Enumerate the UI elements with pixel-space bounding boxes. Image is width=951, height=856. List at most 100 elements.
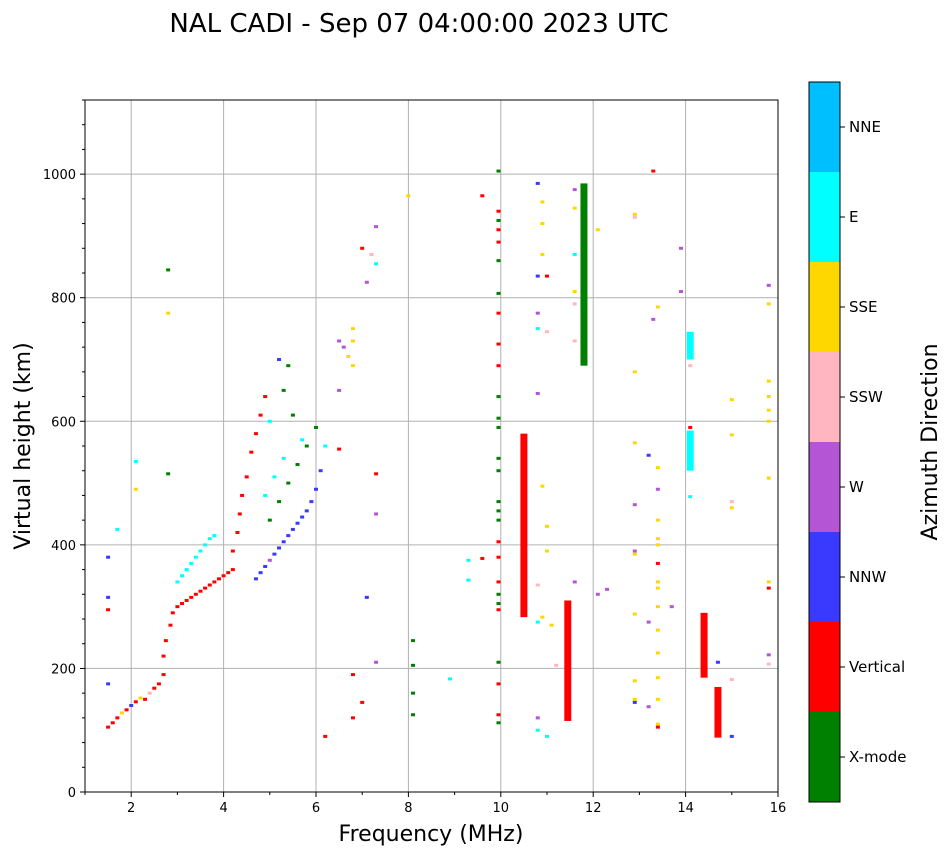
echo-point [655, 518, 660, 522]
echo-point [549, 623, 554, 627]
echo-point [115, 716, 120, 720]
echo-point [341, 345, 346, 349]
echo-point [143, 697, 148, 701]
echo-column [686, 331, 694, 360]
echo-column [686, 430, 694, 471]
colorbar-segment [809, 262, 840, 352]
echo-point [337, 339, 342, 343]
echo-point [350, 716, 355, 720]
echo-point [496, 456, 501, 460]
echo-point [281, 388, 286, 392]
echo-point [168, 623, 173, 627]
echo-point [632, 503, 637, 507]
echo-point [496, 500, 501, 504]
echo-point [253, 577, 258, 581]
echo-point [655, 305, 660, 309]
echo-point [766, 580, 771, 584]
echo-point [364, 595, 369, 599]
x-axis-label: Frequency (MHz) [339, 822, 524, 847]
echo-point [646, 705, 651, 709]
echo-point [411, 713, 416, 717]
echo-point [669, 605, 674, 609]
x-tick-label: 12 [585, 801, 602, 816]
echo-point [281, 456, 286, 460]
echo-point [655, 537, 660, 541]
echo-point [374, 512, 379, 516]
echo-point [106, 555, 111, 559]
echo-point [595, 228, 600, 232]
echo-point [253, 432, 258, 436]
colorbar-segment [809, 532, 840, 622]
echo-point [766, 476, 771, 480]
echo-point [496, 416, 501, 420]
echo-point [360, 246, 365, 250]
echo-point [535, 391, 540, 395]
echo-point [729, 506, 734, 510]
echo-point [272, 552, 277, 556]
y-tick-label: 200 [51, 662, 76, 677]
echo-point [212, 580, 217, 584]
echo-point [156, 682, 161, 686]
echo-point [263, 395, 268, 399]
echo-point [106, 682, 111, 686]
echo-point [655, 628, 660, 632]
echo-point [496, 580, 501, 584]
echo-point [263, 564, 268, 568]
echo-point [106, 595, 111, 599]
echo-point [688, 495, 693, 499]
x-tick-label: 6 [312, 801, 320, 816]
echo-point [263, 493, 268, 497]
echo-point [572, 580, 577, 584]
echo-point [715, 660, 720, 664]
echo-point [230, 549, 235, 553]
echo-point [318, 469, 323, 473]
echo-point [496, 425, 501, 429]
echo-point [304, 444, 309, 448]
echo-point [374, 660, 379, 664]
echo-point [147, 691, 152, 695]
echo-point [632, 212, 637, 216]
echo-point [572, 302, 577, 306]
echo-point [300, 438, 305, 442]
echo-point [406, 194, 411, 198]
echo-point [766, 408, 771, 412]
echo-point [480, 194, 485, 198]
echo-point [655, 487, 660, 491]
x-axis-ticks: 2 4 6 8 10 12 14 16 [84, 792, 786, 816]
echo-point [655, 651, 660, 655]
echo-point [166, 472, 171, 476]
echo-point [535, 181, 540, 185]
colorbar-label: X-mode [849, 748, 906, 766]
echo-point [496, 682, 501, 686]
echo-point [572, 206, 577, 210]
echo-point [496, 395, 501, 399]
echo-point [496, 291, 501, 295]
echo-point [655, 586, 660, 590]
echo-point [207, 583, 212, 587]
echo-point [267, 558, 272, 562]
echo-point [766, 419, 771, 423]
echo-point [203, 543, 208, 547]
echo-point [314, 425, 318, 429]
echo-column [700, 612, 708, 678]
echo-point [545, 274, 549, 278]
echo-point [655, 722, 660, 726]
echo-point [133, 487, 138, 491]
echo-point [655, 561, 660, 565]
echo-column [520, 433, 528, 618]
colorbar-segment [809, 352, 840, 442]
y-tick-label: 600 [51, 415, 76, 430]
x-tick-label: 2 [127, 801, 135, 816]
echo-point [480, 556, 485, 560]
colorbar-frame [808, 81, 841, 803]
echo-point [632, 552, 637, 556]
echo-point [226, 571, 231, 575]
echo-point [632, 679, 637, 683]
echo-point [496, 592, 501, 596]
echo-point [161, 654, 166, 658]
echo-point [496, 218, 501, 222]
echo-point [655, 466, 660, 470]
echo-point [496, 169, 501, 173]
echo-point [161, 673, 166, 677]
